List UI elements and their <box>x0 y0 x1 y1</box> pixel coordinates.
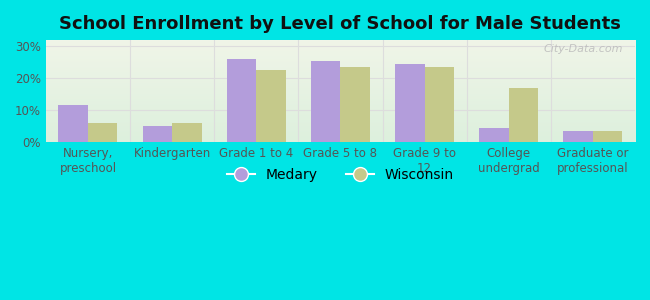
Bar <box>311 61 341 142</box>
Bar <box>593 131 623 142</box>
Bar <box>479 128 509 142</box>
Legend: Medary, Wisconsin: Medary, Wisconsin <box>222 163 460 188</box>
Bar <box>341 67 370 142</box>
Bar <box>395 64 424 142</box>
Title: School Enrollment by Level of School for Male Students: School Enrollment by Level of School for… <box>60 15 621 33</box>
Bar <box>424 67 454 142</box>
Bar <box>88 123 118 142</box>
Bar <box>227 59 256 142</box>
Bar <box>58 105 88 142</box>
Bar <box>509 88 538 142</box>
Bar <box>172 123 202 142</box>
Bar <box>564 131 593 142</box>
Text: City-Data.com: City-Data.com <box>543 44 623 54</box>
Bar <box>142 126 172 142</box>
Bar <box>256 70 286 142</box>
